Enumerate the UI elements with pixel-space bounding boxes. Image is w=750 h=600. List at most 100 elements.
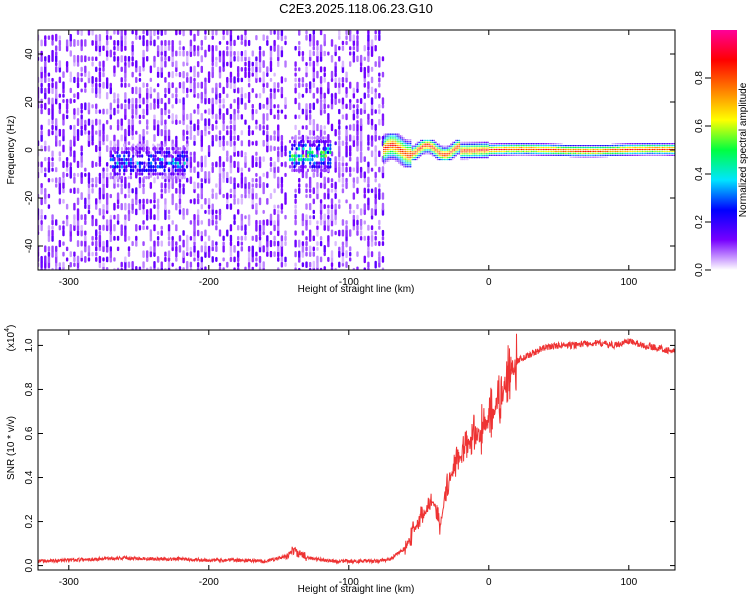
heatmap-cell: [294, 77, 297, 83]
heatmap-cell: [301, 77, 305, 83]
heatmap-cell: [305, 103, 308, 110]
heatmap-cell: [47, 54, 51, 63]
heatmap-cell: [349, 30, 352, 35]
heatmap-cell: [113, 92, 116, 100]
heatmap-cell: [345, 86, 348, 95]
heatmap-cell: [215, 192, 218, 200]
heatmap-cell: [473, 153, 476, 155]
heatmap-cell: [163, 165, 166, 169]
heatmap-cell: [363, 235, 366, 241]
heatmap-cell: [176, 157, 180, 162]
heatmap-cell: [388, 152, 390, 155]
heatmap-cell: [308, 109, 312, 114]
heatmap-cell: [604, 154, 607, 156]
heatmap-cell: [306, 136, 310, 140]
heatmap-cell: [383, 135, 385, 137]
heatmap-cell: [98, 192, 102, 200]
heatmap-cell: [58, 198, 62, 205]
heatmap-cell: [218, 82, 222, 89]
heatmap-cell: [598, 144, 600, 147]
heatmap-cell: [356, 34, 359, 41]
heatmap-cell: [258, 255, 262, 263]
heatmap-cell: [160, 188, 163, 193]
heatmap-cell: [480, 149, 483, 151]
heatmap-cell: [167, 257, 171, 262]
heatmap-cell: [297, 143, 301, 147]
heatmap-cell: [636, 150, 639, 153]
heatmap-cell: [258, 176, 262, 185]
heatmap-cell: [105, 119, 109, 125]
heatmap-cell: [594, 144, 597, 147]
heatmap-cell: [40, 224, 43, 232]
heatmap-cell: [542, 144, 545, 147]
heatmap-cell: [218, 114, 222, 120]
figure-title: C2E3.2025.118.06.23.G10: [279, 1, 433, 16]
heatmap-cell: [519, 146, 521, 149]
heatmap-cell: [196, 219, 200, 226]
heatmap-cell: [596, 150, 598, 153]
heatmap-cell: [218, 130, 222, 136]
heatmap-cell: [87, 251, 91, 257]
heatmap-cell: [544, 150, 546, 153]
heatmap-cell: [363, 82, 366, 88]
heatmap-cell: [384, 160, 387, 162]
heatmap-cell: [152, 157, 155, 162]
heatmap-cell: [525, 143, 528, 145]
heatmap-cell: [453, 151, 456, 153]
heatmap-cell: [374, 260, 377, 269]
heatmap-cell: [304, 165, 307, 169]
heatmap-cell: [76, 39, 80, 47]
heatmap-cell: [608, 146, 610, 149]
snr-scale-note: (x104): [4, 325, 17, 352]
heatmap-cell: [105, 266, 109, 270]
heatmap-cell: [655, 152, 657, 155]
heatmap-cell: [211, 102, 214, 111]
heatmap-cell: [226, 50, 229, 57]
heatmap-cell: [186, 124, 189, 131]
heatmap-cell: [409, 156, 412, 158]
heatmap-cell: [182, 183, 185, 188]
heatmap-cell: [200, 220, 203, 225]
heatmap-cell: [613, 150, 615, 153]
heatmap-cell: [95, 256, 98, 262]
heatmap-cell: [577, 148, 580, 151]
heatmap-cell: [167, 250, 171, 258]
heatmap-cell: [277, 113, 280, 120]
heatmap-cell: [453, 156, 456, 159]
heatmap-cell: [51, 214, 54, 221]
heatmap-cell: [378, 166, 381, 173]
heatmap-cell: [186, 234, 189, 242]
heatmap-cell: [416, 153, 419, 155]
heatmap-cell: [98, 50, 102, 57]
heatmap-cell: [308, 182, 312, 189]
heatmap-cell: [338, 77, 341, 83]
heatmap-cell: [316, 255, 319, 264]
heatmap-cell: [174, 157, 177, 162]
heatmap-cell: [423, 141, 425, 144]
snr-x-label: Height of straight line (km): [298, 584, 415, 595]
heatmap-cell: [120, 187, 123, 195]
heatmap-cell: [505, 148, 508, 151]
heatmap-cell: [433, 149, 435, 151]
heatmap-cell: [204, 266, 207, 270]
heatmap-cell: [428, 145, 430, 147]
heatmap-cell: [567, 146, 570, 149]
heatmap-cell: [116, 103, 120, 109]
heatmap-cell: [73, 108, 76, 116]
heatmap-cell: [58, 262, 62, 268]
heatmap-cell: [460, 145, 462, 147]
heatmap-cell: [125, 165, 128, 169]
snr-y-tick-label: 1.0: [24, 338, 35, 352]
heatmap-cell: [606, 146, 609, 149]
heatmap-cell: [559, 148, 561, 151]
heatmap-cell: [178, 120, 182, 125]
heatmap-cell: [305, 214, 308, 221]
heatmap-cell: [154, 161, 157, 165]
heatmap-cell: [167, 45, 171, 51]
heatmap-cell: [146, 225, 149, 230]
heatmap-cell: [193, 257, 196, 262]
heatmap-cell: [47, 145, 51, 152]
heatmap-cell: [215, 209, 218, 215]
heatmap-cell: [143, 143, 146, 147]
heatmap-cell: [308, 267, 312, 270]
